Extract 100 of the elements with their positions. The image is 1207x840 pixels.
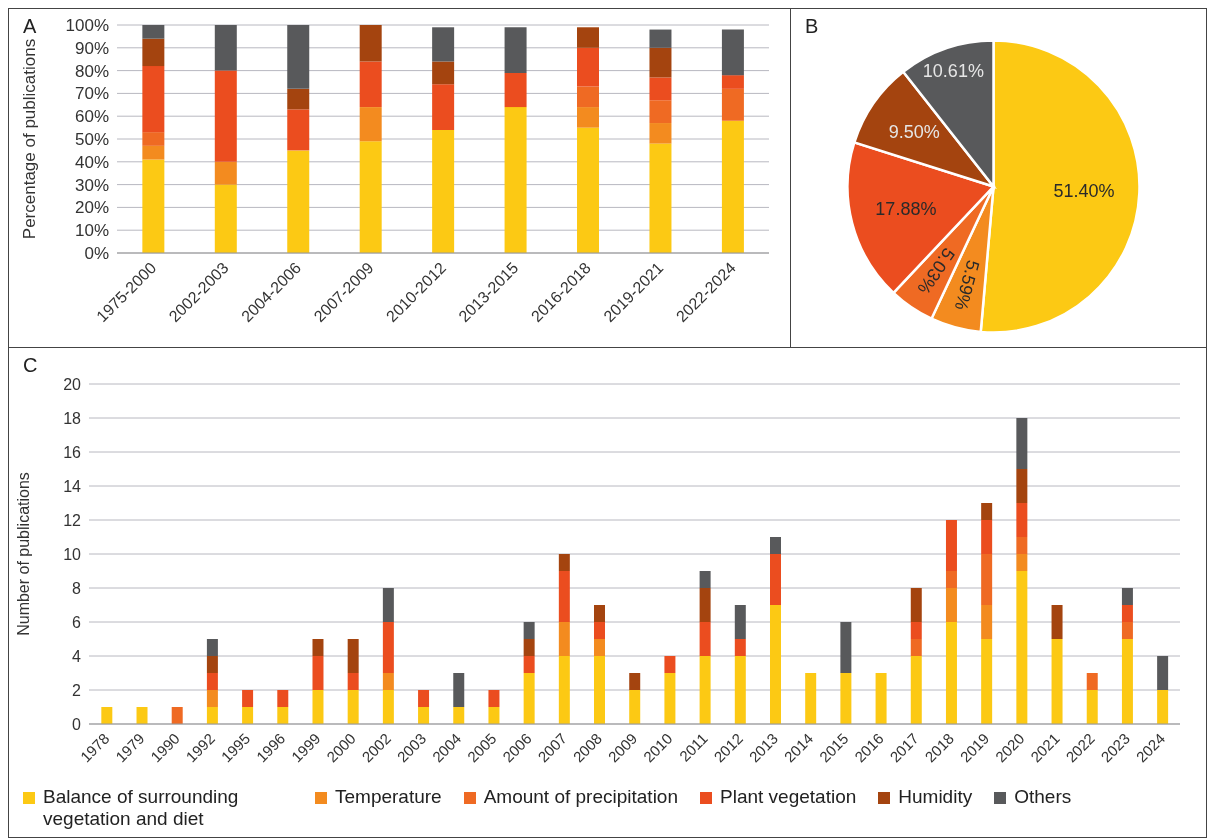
bar xyxy=(432,27,455,62)
bar xyxy=(453,673,465,707)
y-tick-label: 2 xyxy=(72,681,82,699)
bar xyxy=(594,639,606,656)
y-tick-label: 50% xyxy=(74,130,109,150)
bar xyxy=(488,690,500,707)
bar xyxy=(721,29,744,76)
y-tick-label: 8 xyxy=(72,579,82,597)
bar xyxy=(981,554,993,605)
bar xyxy=(382,588,394,622)
bar xyxy=(699,571,711,588)
bar xyxy=(359,25,382,62)
bar xyxy=(945,571,957,588)
bar xyxy=(1016,418,1028,469)
bar xyxy=(488,707,500,724)
bar xyxy=(347,673,359,690)
bar xyxy=(649,47,672,78)
bar xyxy=(504,72,527,108)
bar xyxy=(558,656,570,724)
bar xyxy=(770,605,781,724)
bar xyxy=(981,605,993,639)
bar xyxy=(347,690,359,724)
bar xyxy=(945,622,957,724)
bar xyxy=(214,25,237,71)
bar xyxy=(1016,554,1028,571)
bar xyxy=(242,707,254,724)
bar xyxy=(577,86,600,108)
bar xyxy=(734,656,746,724)
bar xyxy=(840,673,852,724)
bar xyxy=(981,639,993,724)
bar xyxy=(664,656,676,673)
bar xyxy=(418,690,430,707)
bar xyxy=(287,109,310,151)
y-axis-title: Percentage of publications xyxy=(20,38,40,240)
bar xyxy=(206,707,218,724)
bar xyxy=(206,656,218,673)
bar xyxy=(206,673,218,690)
data-label: 17.88% xyxy=(875,199,937,220)
bar xyxy=(523,673,535,724)
bar xyxy=(504,27,527,73)
bar xyxy=(523,622,535,639)
y-tick-label: 10 xyxy=(63,545,82,563)
bar xyxy=(649,123,672,144)
bar xyxy=(699,656,711,724)
bar xyxy=(418,707,430,724)
y-tick-label: 70% xyxy=(74,84,109,104)
legend-label: Balance of surrounding vegetation and diet xyxy=(43,786,240,830)
bar xyxy=(142,159,165,253)
bar xyxy=(287,150,310,253)
bar xyxy=(287,88,310,110)
bar xyxy=(242,690,254,707)
bar xyxy=(504,107,527,253)
bar xyxy=(770,554,781,605)
bar xyxy=(1086,690,1098,724)
bar xyxy=(1121,605,1133,622)
y-tick-label: 4 xyxy=(72,647,82,665)
bar xyxy=(1121,588,1133,605)
bar xyxy=(699,622,711,656)
legend-label: Plant vegetation xyxy=(720,786,857,808)
y-tick-label: 10% xyxy=(74,221,109,241)
bar xyxy=(577,107,600,128)
bar xyxy=(649,29,672,48)
bar xyxy=(699,588,711,622)
bar xyxy=(649,100,672,124)
bar xyxy=(1016,571,1028,724)
bar xyxy=(142,145,165,160)
bar xyxy=(206,690,218,707)
bar xyxy=(945,520,957,571)
bar xyxy=(359,61,382,108)
bar xyxy=(312,656,324,690)
bar xyxy=(1016,503,1028,537)
bar xyxy=(1016,537,1028,554)
bar xyxy=(805,673,817,724)
bar xyxy=(1121,622,1133,639)
y-tick-label: 16 xyxy=(63,443,82,461)
y-tick-label: 12 xyxy=(63,511,82,529)
y-axis-title: Number of publications xyxy=(14,472,32,636)
bar xyxy=(910,622,922,639)
data-label: 9.50% xyxy=(888,121,940,142)
data-label: 10.61% xyxy=(922,60,984,81)
bar xyxy=(312,639,324,656)
bar xyxy=(1051,605,1063,639)
bar xyxy=(945,588,957,622)
bar xyxy=(734,639,746,656)
bar xyxy=(287,25,310,89)
bar xyxy=(629,673,641,690)
bar xyxy=(721,75,744,89)
bar xyxy=(981,503,993,520)
bar xyxy=(1157,690,1169,724)
bar xyxy=(910,588,922,622)
bar xyxy=(432,61,455,85)
chart-title: A xyxy=(23,15,37,38)
bar xyxy=(558,571,570,622)
bar xyxy=(1051,639,1063,724)
bar xyxy=(577,127,600,253)
bar xyxy=(359,107,382,142)
bar xyxy=(214,161,237,185)
bar xyxy=(594,622,606,639)
bar xyxy=(171,707,183,724)
y-tick-label: 80% xyxy=(74,61,109,81)
